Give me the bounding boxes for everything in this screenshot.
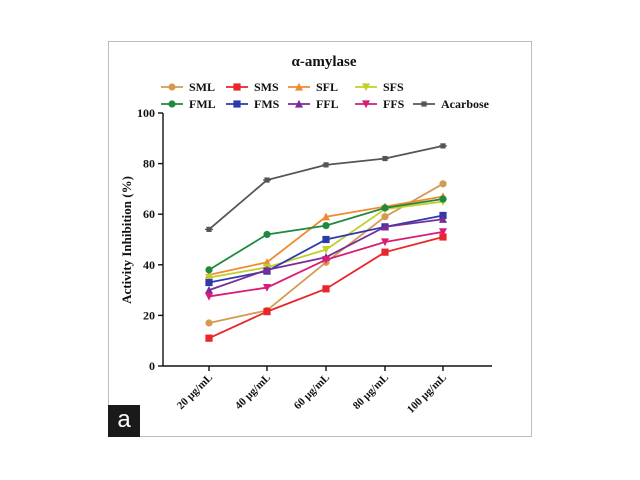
x-tick-label: 80 μg/mL — [351, 372, 391, 412]
legend-label: SFS — [383, 80, 404, 94]
data-point — [381, 222, 389, 231]
legend-item: SMS — [226, 80, 279, 94]
data-point — [381, 248, 389, 256]
x-tick-label: 40 μg/mL — [233, 372, 273, 412]
series-acarbose — [205, 143, 447, 232]
legend-label: FMS — [254, 97, 280, 111]
y-tick-label: 100 — [137, 106, 155, 120]
y-tick-label: 60 — [143, 207, 155, 221]
legend-item: FMS — [226, 97, 280, 111]
data-point — [322, 256, 330, 264]
data-point — [322, 212, 330, 221]
data-point — [263, 283, 271, 292]
data-point — [322, 235, 330, 244]
data-point — [381, 204, 389, 212]
legend-marker — [295, 99, 303, 108]
data-point — [205, 266, 213, 274]
data-point — [263, 230, 271, 239]
legend-label: SML — [189, 80, 215, 94]
data-point — [205, 334, 213, 342]
data-point — [439, 195, 447, 203]
y-tick-label: 40 — [143, 258, 155, 272]
axes: 0 20 40 60 80 100 20 μg/mL 40 μg/mL 60 μg/mL 80 μ… — [137, 106, 492, 416]
data-point — [263, 265, 271, 274]
legend: SML SMS SFL SFS FML FMS FFL FFS Acarbose — [161, 80, 490, 111]
data-point — [381, 238, 389, 247]
data-point — [205, 273, 213, 282]
legend-item: Acarbose — [413, 97, 490, 111]
data-point — [205, 285, 213, 294]
chart-title: α-amylase — [291, 54, 356, 70]
data-point — [263, 308, 271, 316]
legend-item: SML — [161, 80, 215, 94]
legend-item: SFL — [288, 80, 338, 94]
figure-frame — [108, 41, 532, 437]
data-point — [439, 215, 447, 223]
data-point — [322, 285, 330, 293]
series-ffs — [205, 228, 447, 301]
data-point — [205, 319, 213, 327]
series-fml — [205, 195, 447, 274]
data-point — [322, 246, 330, 254]
legend-label: Acarbose — [441, 97, 490, 111]
legend-marker — [295, 82, 303, 91]
legend-marker — [362, 83, 370, 92]
data-point — [381, 213, 389, 221]
x-tick-label: 60 μg/mL — [292, 372, 332, 412]
y-tick-label: 80 — [143, 157, 155, 171]
x-tick-label: 100 μg/mL — [405, 372, 449, 416]
data-point — [439, 233, 447, 241]
legend-item: SFS — [355, 80, 404, 94]
legend-marker — [233, 100, 241, 108]
series-sms — [205, 233, 447, 342]
legend-label: SFL — [316, 80, 338, 94]
data-point — [439, 180, 447, 188]
panel-label: a — [108, 405, 140, 437]
data-point — [205, 278, 213, 287]
legend-marker — [168, 100, 176, 108]
legend-label: FFL — [316, 97, 339, 111]
y-axis-label: Activity Inhibition (%) — [119, 176, 134, 304]
legend-item: FFL — [288, 97, 339, 111]
y-tick-label: 0 — [149, 359, 155, 373]
legend-label: SMS — [254, 80, 279, 94]
data-point — [439, 228, 447, 237]
legend-item: FML — [161, 97, 216, 111]
plot-area — [205, 143, 447, 342]
data-point — [205, 292, 213, 301]
data-point — [322, 221, 330, 230]
legend-marker — [362, 100, 370, 109]
legend-label: FML — [189, 97, 216, 111]
legend-marker — [233, 83, 241, 91]
legend-marker — [168, 83, 176, 91]
legend-label: FFS — [383, 97, 405, 111]
x-tick-label: 20 μg/mL — [175, 372, 215, 412]
y-tick-label: 20 — [143, 308, 155, 322]
legend-item: FFS — [355, 97, 405, 111]
